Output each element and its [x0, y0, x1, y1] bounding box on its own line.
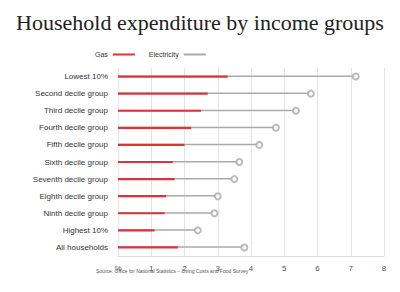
svg-text:Source: Office for National St: Source: Office for National Statistics –… — [96, 267, 249, 274]
svg-text:%: % — [114, 264, 121, 273]
svg-text:Fourth decile group: Fourth decile group — [39, 123, 108, 132]
svg-text:5: 5 — [282, 264, 287, 273]
svg-text:Household expenditure by incom: Household expenditure by income groups — [16, 10, 384, 35]
svg-text:Second decile group: Second decile group — [35, 89, 108, 98]
svg-text:8: 8 — [382, 264, 387, 273]
svg-text:Electricity: Electricity — [149, 51, 179, 59]
svg-text:7: 7 — [349, 264, 354, 273]
svg-text:Gas: Gas — [95, 51, 108, 58]
svg-text:2: 2 — [182, 264, 187, 273]
svg-text:6: 6 — [315, 264, 320, 273]
svg-text:3: 3 — [216, 264, 221, 273]
svg-text:Seventh decile group: Seventh decile group — [33, 175, 109, 184]
svg-text:Lowest 10%: Lowest 10% — [64, 72, 108, 81]
svg-text:Third decile group: Third decile group — [44, 106, 109, 115]
svg-text:All households: All households — [56, 243, 108, 252]
svg-text:Sixth decile group: Sixth decile group — [44, 158, 108, 167]
svg-text:4: 4 — [249, 264, 254, 273]
svg-text:Eighth decile group: Eighth decile group — [40, 192, 109, 201]
svg-text:Highest 10%: Highest 10% — [63, 226, 108, 235]
svg-text:Ninth decile group: Ninth decile group — [44, 209, 109, 218]
svg-text:1: 1 — [149, 264, 154, 273]
svg-text:Fifth decile group: Fifth decile group — [47, 140, 109, 149]
